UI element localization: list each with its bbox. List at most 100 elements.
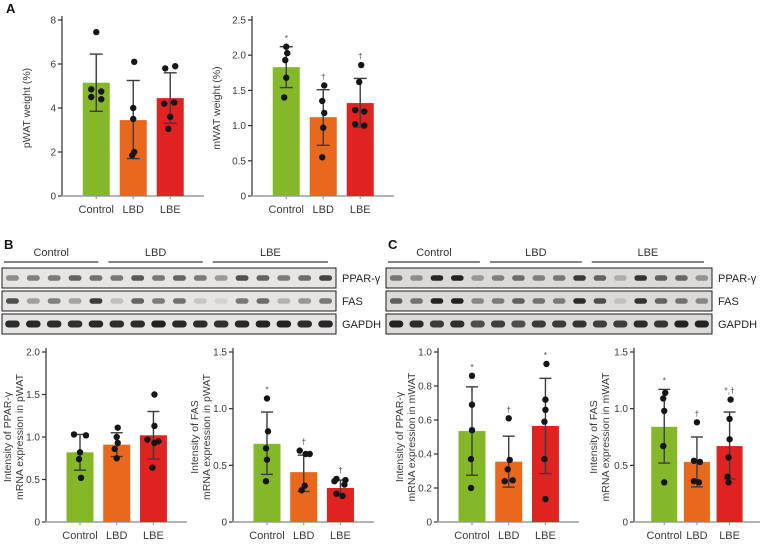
data-point-lbe bbox=[151, 439, 158, 447]
data-point-control bbox=[468, 427, 476, 434]
x-category-label-lbe: LBE bbox=[350, 204, 371, 216]
y-tick-label: 0 bbox=[221, 518, 227, 529]
blot-band bbox=[410, 298, 423, 304]
blot-band bbox=[634, 275, 648, 281]
y-axis-label: Intensity of FAS bbox=[189, 400, 201, 474]
bar-chart-ppar-pwat: Intensity of PPAR-γ mRNA expression in pW… bbox=[2, 348, 187, 542]
data-point-control bbox=[76, 449, 84, 456]
blot-band bbox=[491, 298, 505, 304]
y-tick-label: 1.5 bbox=[614, 348, 628, 359]
blot-band bbox=[511, 320, 526, 328]
x-category-label-lbe: LBE bbox=[330, 530, 351, 542]
blot-band bbox=[151, 320, 166, 328]
data-point-lbe bbox=[358, 61, 365, 69]
y-axis-label: Intensity of PPAR-γ bbox=[2, 391, 14, 482]
blot-group-label-lbe: LBE bbox=[260, 247, 281, 259]
blot-band bbox=[490, 320, 506, 328]
blot-band bbox=[450, 298, 464, 304]
blot-band bbox=[26, 298, 40, 304]
blot-row-label-gapdh: GAPDH bbox=[342, 319, 381, 331]
data-point-control bbox=[283, 43, 290, 50]
blot-band bbox=[633, 320, 648, 328]
blot-band bbox=[389, 275, 403, 281]
blot-band bbox=[298, 298, 312, 304]
y-tick-label: 6 bbox=[50, 60, 56, 71]
blot-row-label-ppar-γ: PPAR-γ bbox=[718, 273, 757, 285]
data-point-lbd bbox=[319, 154, 326, 161]
blot-band bbox=[512, 298, 525, 304]
data-point-control bbox=[660, 442, 667, 450]
bar-chart-pwat-weight: pWAT weight (%) 0 2 4 6 8 Control LBD LBE bbox=[21, 16, 204, 216]
x-category-label-control: Control bbox=[79, 204, 114, 216]
significance-marker-lbd: † bbox=[301, 437, 306, 447]
data-point-control bbox=[263, 456, 271, 463]
y-tick-label: 1.0 bbox=[232, 121, 246, 132]
panel-a-label: A bbox=[6, 1, 16, 16]
y-axis-label: mWAT weight (%) bbox=[211, 66, 223, 149]
data-point-lbe bbox=[151, 422, 158, 430]
data-point-lbe bbox=[333, 490, 340, 497]
data-point-lbd bbox=[130, 104, 137, 112]
data-point-lbe bbox=[725, 479, 732, 486]
panel-b-label: B bbox=[4, 237, 14, 252]
blot-band bbox=[674, 320, 689, 328]
blot-band bbox=[26, 275, 40, 281]
data-point-lbe bbox=[542, 396, 549, 403]
data-point-lbd bbox=[306, 450, 313, 458]
blot-band bbox=[172, 298, 186, 304]
data-point-lbe bbox=[352, 120, 359, 128]
data-point-lbe bbox=[356, 78, 363, 86]
y-axis-label: Intensity of PPAR-γ bbox=[394, 391, 406, 482]
data-point-lbd bbox=[131, 58, 138, 65]
blot-band bbox=[276, 320, 292, 328]
data-point-control bbox=[283, 74, 290, 81]
data-point-lbd bbox=[696, 458, 704, 466]
blot-band bbox=[277, 298, 291, 304]
data-point-lbd bbox=[695, 479, 703, 486]
blot-band bbox=[67, 320, 83, 328]
data-point-control bbox=[284, 49, 291, 57]
blot-strip-fas bbox=[1, 290, 337, 312]
blot-band bbox=[68, 275, 82, 281]
y-tick-label: 8 bbox=[50, 16, 56, 27]
data-point-control bbox=[468, 401, 476, 408]
x-category-label-lbd: LBD bbox=[686, 530, 707, 542]
blot-row-label-ppar-γ: PPAR-γ bbox=[342, 273, 381, 285]
data-point-lbd bbox=[301, 482, 308, 489]
data-point-control bbox=[70, 431, 78, 438]
blot-band bbox=[593, 275, 607, 281]
blot-band bbox=[256, 275, 270, 281]
y-tick-label: 0 bbox=[34, 518, 40, 529]
blot-band bbox=[532, 275, 546, 281]
data-point-lbd bbox=[114, 439, 121, 447]
y-tick-label: 2.0 bbox=[232, 51, 246, 62]
blot-band bbox=[319, 275, 333, 281]
data-point-lbd bbox=[296, 447, 303, 454]
blot-band bbox=[573, 298, 586, 304]
blot-band bbox=[634, 298, 648, 304]
blot-band bbox=[471, 298, 485, 304]
y-tick-label: 1.5 bbox=[213, 348, 227, 359]
y-tick-label: 1.0 bbox=[213, 404, 227, 415]
data-point-lbe bbox=[542, 406, 549, 413]
data-point-lbe bbox=[361, 122, 368, 129]
blot-group-label-control: Control bbox=[416, 247, 451, 259]
data-point-control bbox=[88, 86, 95, 93]
significance-marker-lbe: † bbox=[338, 465, 343, 475]
blot-band bbox=[89, 298, 103, 304]
blot-band bbox=[214, 275, 228, 281]
data-point-control bbox=[82, 432, 90, 439]
blot-band bbox=[613, 298, 627, 304]
data-point-lbd bbox=[111, 445, 118, 453]
blot-band bbox=[532, 298, 546, 304]
data-point-lbd bbox=[504, 466, 511, 473]
blot-group-label-lbe: LBE bbox=[637, 247, 658, 259]
blot-band bbox=[5, 320, 20, 328]
y-tick-label: 2.5 bbox=[232, 16, 246, 27]
x-category-label-control: Control bbox=[62, 530, 97, 542]
y-axis-label: Intensity of FAS bbox=[588, 400, 600, 474]
blot-group-label-control: Control bbox=[33, 247, 68, 259]
data-point-lbd bbox=[690, 457, 698, 464]
data-point-lbd bbox=[113, 433, 120, 441]
